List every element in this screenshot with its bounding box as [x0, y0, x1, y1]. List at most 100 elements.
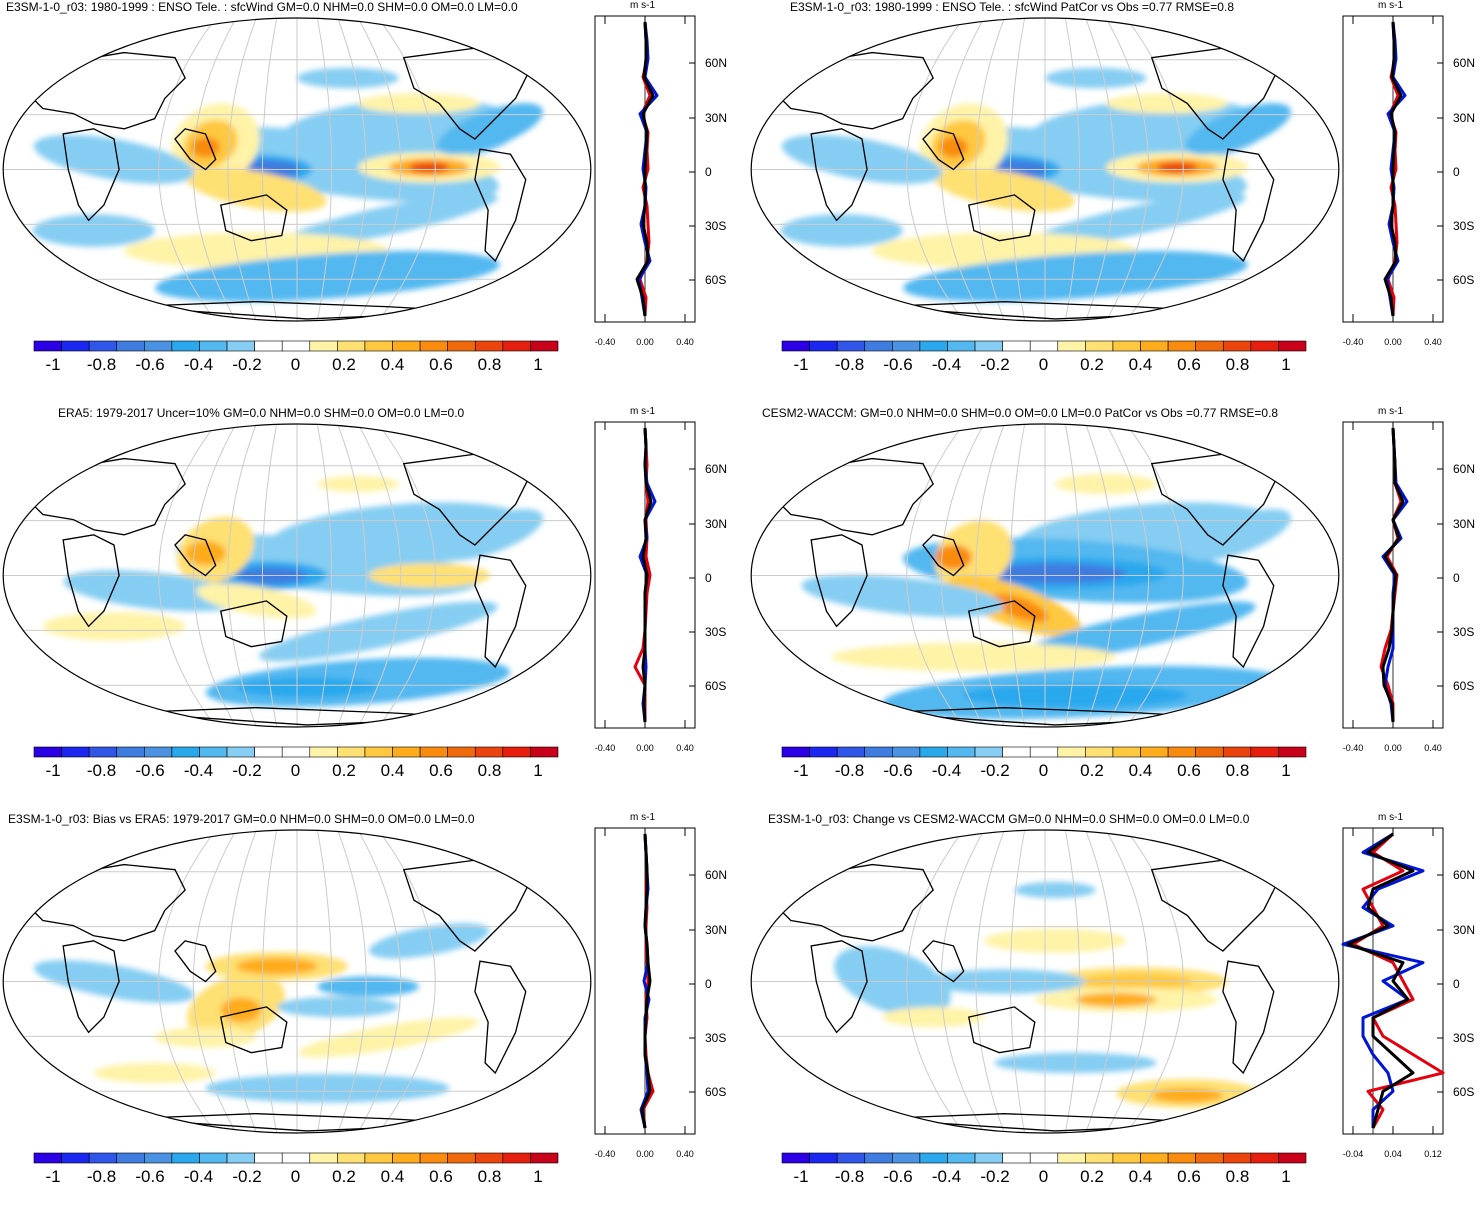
colorbar-swatch: [892, 1152, 921, 1164]
latitude-label: 30S: [1453, 1031, 1475, 1045]
coastline: [967, 194, 1036, 242]
anomaly-patch: [1106, 93, 1228, 114]
panel-bias-vs-era5: E3SM-1-0_r03: Bias vs ERA5: 1979-2017 GM…: [0, 812, 741, 1207]
colorbar-label: 0.6: [1177, 355, 1201, 374]
latitude-label: 30N: [1453, 517, 1476, 531]
colorbar-label: 0.6: [429, 355, 453, 374]
colorbar-swatch: [309, 1152, 338, 1164]
colorbar-label: 1: [1281, 355, 1291, 374]
coastline: [769, 863, 934, 942]
profile-x-tick: 0.00: [1384, 743, 1402, 753]
colorbar-label: -0.6: [135, 761, 165, 780]
colorbar-swatch: [1250, 746, 1279, 758]
colorbar-label: 0.8: [477, 1167, 502, 1186]
colorbar-swatch: [171, 340, 200, 352]
colorbar-swatch: [1002, 340, 1031, 352]
colorbar-label: 0.8: [1225, 1167, 1250, 1186]
colorbar-swatch: [1057, 1152, 1086, 1164]
colorbar-swatch: [781, 340, 810, 352]
colorbar-swatch: [1002, 1152, 1031, 1164]
latitude-label: 30N: [1453, 111, 1476, 125]
colorbar-swatch: [474, 746, 504, 758]
colorbar-swatch: [1167, 340, 1196, 352]
colorbar-swatch: [116, 1152, 145, 1164]
anomaly-patch: [1185, 103, 1292, 155]
profile-x-tick: 0.40: [676, 337, 694, 347]
colorbar: [33, 340, 559, 352]
colorbar-swatch: [1057, 340, 1086, 352]
colorbar-swatch: [88, 1152, 118, 1164]
coastline: [174, 534, 217, 577]
latitude-label: 30S: [705, 1031, 727, 1045]
colorbar-swatch: [1029, 340, 1059, 352]
anomaly-patch: [63, 570, 246, 612]
colorbar-label: -1: [45, 1167, 61, 1186]
colorbar-swatch: [364, 746, 393, 758]
colorbar-swatch: [919, 1152, 948, 1164]
colorbar-swatch: [1140, 746, 1169, 758]
anomaly-patch: [186, 167, 327, 212]
profile-x-tick: 0.00: [636, 1149, 654, 1159]
latitude-label: 30S: [705, 219, 727, 233]
anomaly-patch: [1045, 67, 1147, 89]
colorbar-label: 0.2: [332, 355, 356, 374]
colorbar-label: 0.2: [332, 761, 356, 780]
coastline: [810, 940, 868, 1034]
colorbar-label: 0.8: [1225, 761, 1250, 780]
colorbar-label: 1: [1281, 1167, 1291, 1186]
colorbar-label: 0.4: [380, 355, 405, 374]
colorbar-swatch: [61, 340, 90, 352]
anomaly-patch: [317, 475, 399, 493]
colorbar-label: -0.4: [183, 761, 214, 780]
anomaly-patch: [185, 540, 226, 566]
latitude-label: 60N: [1453, 868, 1476, 882]
anomaly-patch: [33, 134, 195, 184]
colorbar-swatch: [1167, 1152, 1196, 1164]
colorbar-label: -1: [793, 355, 809, 374]
profile-x-tick: -0.40: [594, 337, 616, 347]
latitude-label: 30N: [705, 517, 728, 531]
colorbar-swatch: [1278, 746, 1307, 758]
colorbar-label: 0: [1038, 355, 1049, 374]
coastline: [174, 940, 217, 983]
latitude-label: 60N: [1453, 56, 1476, 70]
colorbar-swatch: [530, 746, 559, 758]
latitude-label: 60N: [705, 868, 728, 882]
colorbar-swatch: [1112, 1152, 1141, 1164]
colorbar-swatch: [809, 1152, 838, 1164]
colorbar-swatch: [502, 1152, 531, 1164]
anomaly-patch: [437, 509, 544, 561]
colorbar-label: 0.8: [477, 355, 502, 374]
colorbar-swatch: [281, 746, 311, 758]
latitude-label: 60S: [705, 679, 727, 693]
latitude-label: 30S: [1453, 625, 1475, 639]
colorbar-label: -0.8: [834, 761, 865, 780]
colorbar-label: -0.8: [834, 355, 865, 374]
colorbar-swatch: [254, 746, 283, 758]
colorbar-label: -0.6: [883, 1167, 913, 1186]
coastline: [474, 554, 527, 669]
units-label: m s-1: [1378, 406, 1403, 417]
panel-title: E3SM-1-0_r03: 1980-1999 : ENSO Tele. : s…: [790, 0, 1234, 14]
colorbar-label: -0.2: [232, 1167, 262, 1186]
anomaly-patch: [205, 1074, 450, 1103]
colorbar-swatch: [1195, 340, 1224, 352]
colorbar-label: 0: [1038, 761, 1049, 780]
latitude-label: 30N: [705, 923, 728, 937]
colorbar-swatch: [1140, 340, 1169, 352]
coastline: [922, 940, 965, 983]
colorbar-swatch: [781, 1152, 810, 1164]
colorbar-label: -0.6: [135, 355, 165, 374]
colorbar-swatch: [530, 1152, 559, 1164]
units-label: m s-1: [630, 406, 655, 417]
colorbar-label: -0.4: [931, 761, 962, 780]
colorbar-swatch: [199, 340, 228, 352]
anomaly-patch: [1075, 992, 1157, 1007]
zonal-mean-profile: [594, 421, 696, 729]
anomaly-patch: [279, 193, 498, 248]
colorbar-swatch: [419, 340, 448, 352]
colorbar-swatch: [1002, 746, 1031, 758]
coastline: [62, 534, 120, 628]
latitude-label: 0: [705, 977, 712, 991]
coastline: [769, 51, 934, 130]
